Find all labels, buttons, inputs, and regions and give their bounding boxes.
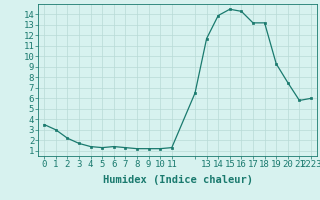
X-axis label: Humidex (Indice chaleur): Humidex (Indice chaleur) xyxy=(103,175,252,185)
